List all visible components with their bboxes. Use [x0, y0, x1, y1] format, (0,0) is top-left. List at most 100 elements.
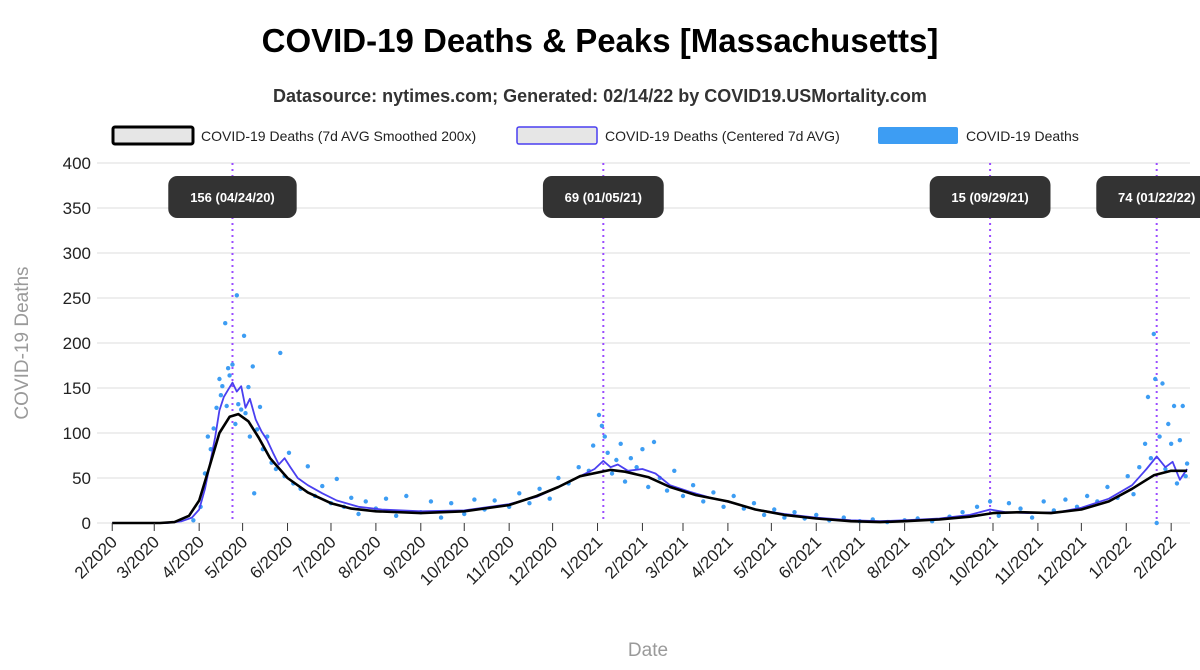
- peak-label-text: 15 (09/29/21): [951, 190, 1028, 205]
- daily-death-point: [622, 479, 628, 484]
- y-tick-label: 350: [63, 199, 91, 218]
- daily-death-point: [761, 512, 767, 518]
- y-tick-label: 150: [63, 379, 91, 398]
- daily-death-point: [449, 501, 454, 506]
- x-axis-title: Date: [628, 640, 668, 661]
- x-tick-label: 2/2022: [1130, 532, 1180, 582]
- daily-death-point: [701, 499, 706, 504]
- daily-death-point: [1168, 441, 1174, 446]
- daily-death-point: [1183, 474, 1188, 479]
- daily-death-point: [1145, 394, 1151, 400]
- x-tick-label: 3/2020: [113, 532, 163, 582]
- daily-death-point: [211, 426, 216, 431]
- y-tick-label: 200: [63, 334, 91, 353]
- legend-item[interactable]: COVID-19 Deaths (Centered 7d AVG): [516, 126, 840, 145]
- daily-death-point: [1029, 515, 1035, 520]
- daily-death-point: [605, 450, 610, 455]
- peak-lines: [231, 163, 1158, 523]
- daily-death-point: [646, 484, 651, 490]
- daily-death-point: [334, 476, 339, 482]
- daily-death-point: [841, 515, 846, 520]
- daily-death-point: [960, 510, 965, 515]
- y-tick-label: 50: [72, 469, 91, 488]
- daily-death-point: [651, 439, 657, 445]
- y-tick-label: 100: [63, 424, 91, 443]
- daily-death-point: [1105, 484, 1110, 490]
- peak-label-text: 74 (01/22/22): [1118, 190, 1195, 205]
- daily-death-point: [1163, 466, 1168, 472]
- daily-death-point: [721, 504, 726, 509]
- daily-death-point: [234, 293, 240, 298]
- daily-death-point: [614, 457, 619, 463]
- daily-death-point: [428, 499, 434, 504]
- avg7-series-line: [112, 381, 1188, 524]
- daily-death-point: [517, 491, 522, 496]
- daily-death-point: [987, 499, 993, 504]
- daily-death-point: [1174, 481, 1180, 486]
- daily-death-point: [1142, 441, 1148, 446]
- daily-death-point: [462, 511, 467, 517]
- daily-death-point: [363, 499, 368, 504]
- x-tick-label: 1/2021: [556, 532, 606, 582]
- daily-death-point: [218, 393, 224, 398]
- daily-death-point: [356, 511, 361, 517]
- x-tick-label: 8/2020: [335, 532, 385, 582]
- daily-death-point: [527, 501, 532, 506]
- daily-death-point: [537, 486, 542, 491]
- daily-death-point: [576, 465, 581, 470]
- daily-death-point: [278, 350, 283, 356]
- x-tick-label: 1/2022: [1085, 532, 1135, 582]
- daily-death-point: [1148, 456, 1154, 461]
- daily-death-point: [609, 471, 615, 476]
- daily-death-point: [393, 513, 399, 518]
- daily-death-point: [243, 411, 248, 416]
- chart-subtitle: Datasource: nytimes.com; Generated: 02/1…: [273, 86, 927, 106]
- daily-death-point: [664, 488, 670, 493]
- daily-death-point: [230, 362, 235, 367]
- daily-death-point: [349, 495, 354, 500]
- daily-death-point: [1171, 403, 1177, 409]
- daily-death-point: [1041, 499, 1046, 504]
- y-tick-label: 250: [63, 289, 91, 308]
- daily-death-point: [1151, 331, 1156, 337]
- x-tick-label: 8/2021: [863, 532, 913, 582]
- daily-death-point: [782, 515, 787, 520]
- peak-label-box: [1096, 176, 1200, 218]
- x-tick-label: 7/2020: [290, 532, 340, 582]
- x-tick-label: 6/2021: [775, 532, 825, 582]
- chart-title: COVID-19 Deaths & Peaks [Massachusetts]: [261, 22, 939, 59]
- daily-death-point: [974, 504, 980, 509]
- peak-label-text: 69 (01/05/21): [565, 190, 642, 205]
- daily-death-point: [383, 496, 389, 501]
- daily-death-point: [618, 441, 623, 446]
- daily-death-point: [191, 518, 196, 523]
- daily-death-point: [225, 366, 231, 371]
- daily-death-point: [217, 376, 222, 382]
- x-tick-label: 7/2021: [818, 532, 868, 582]
- daily-death-point: [252, 491, 257, 496]
- x-tick-label: 3/2021: [642, 532, 692, 582]
- daily-death-point: [1166, 421, 1171, 427]
- daily-death-point: [1125, 474, 1130, 479]
- daily-death-point: [238, 407, 244, 412]
- legend-label: COVID-19 Deaths (Centered 7d AVG): [605, 128, 840, 144]
- daily-death-point: [547, 496, 552, 501]
- daily-death-point: [1154, 520, 1159, 526]
- daily-death-point: [223, 321, 228, 326]
- legend-item[interactable]: COVID-19 Deaths: [878, 127, 1079, 144]
- daily-death-point: [320, 483, 325, 489]
- legend-swatch: [111, 125, 195, 146]
- peak-labels: 156 (04/24/20) 69 (01/05/21) 15 (09/29/21)…: [168, 176, 1200, 218]
- x-tick-label: 4/2020: [158, 532, 208, 582]
- legend[interactable]: COVID-19 Deaths (7d AVG Smoothed 200x) CO…: [111, 125, 1079, 146]
- peak-label-box: [168, 176, 297, 218]
- daily-death-point: [1131, 492, 1136, 497]
- daily-death-point: [224, 403, 229, 409]
- daily-death-point: [1184, 461, 1190, 466]
- y-tick-label: 400: [63, 154, 91, 173]
- peak-label-box: [542, 176, 664, 218]
- x-tick-label: 5/2021: [730, 532, 780, 582]
- daily-death-point: [596, 412, 602, 418]
- peak-label: 156 (04/24/20): [168, 176, 297, 218]
- legend-item[interactable]: COVID-19 Deaths (7d AVG Smoothed 200x): [111, 125, 476, 146]
